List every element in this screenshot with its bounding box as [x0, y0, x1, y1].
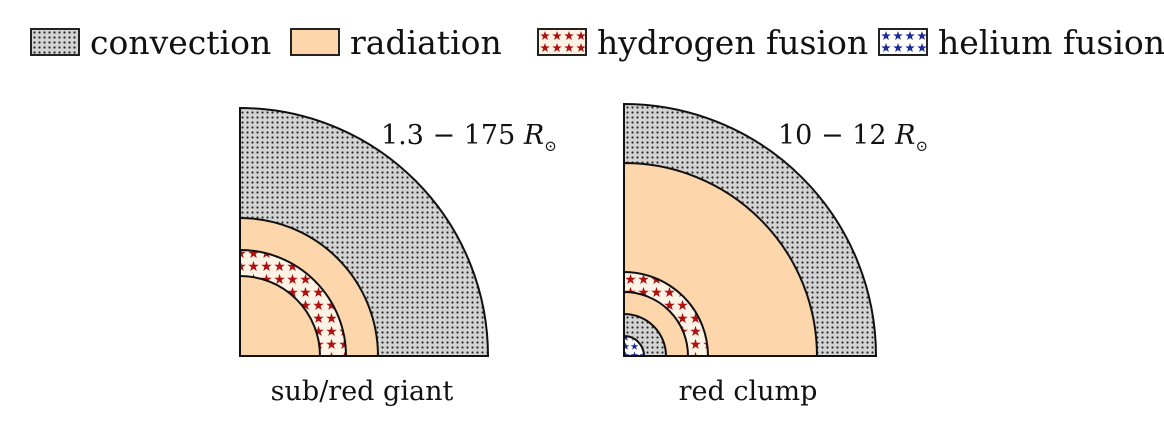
red-clump-diagram: [623, 102, 878, 357]
helium-fusion-swatch: [878, 28, 928, 56]
radius-label-giant: 1.3 − 175 R⊙: [381, 120, 557, 155]
convection-swatch: [30, 28, 80, 56]
legend: convection radiation hydrogen fusion: [0, 0, 1164, 80]
helium-fusion-core: [623, 334, 646, 357]
hydrogen-fusion-swatch: [537, 28, 587, 56]
legend-item-helium-fusion: helium fusion: [878, 22, 1164, 62]
caption-sub-red-giant: sub/red giant: [271, 376, 454, 407]
legend-item-hydrogen-fusion: hydrogen fusion: [537, 22, 868, 62]
legend-label-radiation: radiation: [350, 22, 502, 62]
radius-label-clump: 10 − 12 R⊙: [778, 120, 928, 155]
legend-label-convection: convection: [90, 22, 272, 62]
caption-red-clump: red clump: [679, 376, 818, 407]
legend-label-helium-fusion: helium fusion: [938, 22, 1164, 62]
legend-item-convection: convection: [30, 22, 271, 62]
legend-item-radiation: radiation: [290, 22, 502, 62]
sub-red-giant-diagram: [239, 106, 490, 357]
legend-label-hydrogen-fusion: hydrogen fusion: [597, 22, 869, 62]
radiative-core: [239, 274, 322, 357]
radiation-swatch: [290, 28, 340, 56]
